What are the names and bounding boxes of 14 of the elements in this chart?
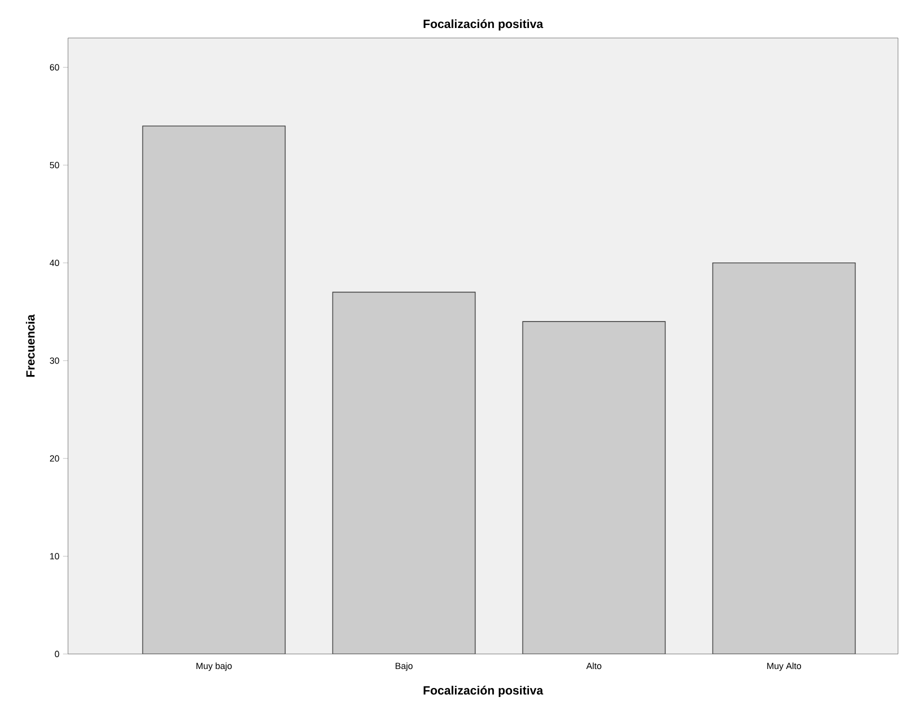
x-tick-label: Alto bbox=[586, 662, 602, 670]
x-tick-label: Muy bajo bbox=[196, 662, 232, 671]
x-tick-label: Muy Alto bbox=[767, 662, 802, 671]
y-tick-label: 0 bbox=[54, 650, 60, 658]
y-tick-label: 30 bbox=[50, 357, 60, 364]
x-tick-label: Bajo bbox=[396, 662, 413, 671]
y-tick-label: 20 bbox=[50, 455, 60, 462]
y-tick-label: 10 bbox=[50, 553, 60, 560]
y-axis-title: Frecuencia bbox=[26, 314, 35, 377]
x-axis-title: Focalización positiva bbox=[424, 686, 544, 697]
y-tick-label: 40 bbox=[50, 260, 60, 266]
y-tick-label: 50 bbox=[50, 162, 60, 168]
y-tick-label: 60 bbox=[50, 64, 60, 71]
chart-title: Focalización positiva bbox=[424, 19, 544, 30]
